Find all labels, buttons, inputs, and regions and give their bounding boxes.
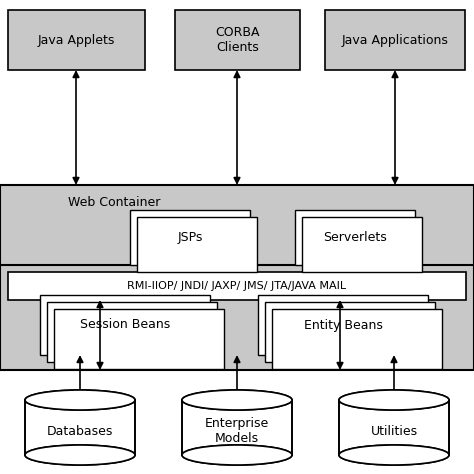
Text: Serverlets: Serverlets bbox=[323, 231, 387, 244]
Text: Utilities: Utilities bbox=[371, 425, 418, 438]
Bar bbox=[137, 217, 257, 272]
Bar bbox=[47, 302, 217, 362]
Ellipse shape bbox=[339, 445, 449, 465]
Bar bbox=[175, 10, 300, 70]
Ellipse shape bbox=[182, 390, 292, 410]
Text: Databases: Databases bbox=[47, 425, 113, 438]
Ellipse shape bbox=[339, 390, 449, 410]
Bar bbox=[272, 309, 442, 369]
Bar bbox=[182, 400, 292, 455]
Bar bbox=[130, 210, 250, 265]
Bar bbox=[339, 400, 449, 455]
Text: EJB Container: EJB Container bbox=[53, 275, 138, 289]
Ellipse shape bbox=[25, 445, 135, 465]
Bar bbox=[0, 265, 474, 370]
Text: Java Applets: Java Applets bbox=[38, 34, 115, 46]
Bar bbox=[258, 295, 428, 355]
Ellipse shape bbox=[25, 390, 135, 410]
Bar bbox=[302, 217, 422, 272]
Bar bbox=[182, 400, 292, 455]
Text: RMI-IIOP/ JNDI/ JAXP/ JMS/ JTA/JAVA MAIL: RMI-IIOP/ JNDI/ JAXP/ JMS/ JTA/JAVA MAIL bbox=[128, 281, 346, 291]
Text: Web Container: Web Container bbox=[68, 195, 160, 209]
Ellipse shape bbox=[339, 445, 449, 465]
Ellipse shape bbox=[182, 445, 292, 465]
Text: CORBA
Clients: CORBA Clients bbox=[215, 26, 260, 54]
Ellipse shape bbox=[25, 390, 135, 410]
Bar bbox=[8, 10, 145, 70]
Text: Enterprise
Models: Enterprise Models bbox=[205, 418, 269, 446]
Ellipse shape bbox=[25, 445, 135, 465]
Bar bbox=[25, 400, 135, 455]
Bar bbox=[0, 185, 474, 290]
Text: Java Applications: Java Applications bbox=[342, 34, 448, 46]
Bar bbox=[265, 302, 435, 362]
Text: Entity Beans: Entity Beans bbox=[303, 319, 383, 331]
Bar bbox=[54, 309, 224, 369]
Bar bbox=[339, 400, 448, 455]
Text: JSPs: JSPs bbox=[177, 231, 203, 244]
Bar bbox=[8, 272, 466, 300]
Bar bbox=[40, 295, 210, 355]
Bar bbox=[26, 400, 135, 455]
Bar bbox=[325, 10, 465, 70]
Text: Session Beans: Session Beans bbox=[80, 319, 170, 331]
Bar bbox=[295, 210, 415, 265]
Ellipse shape bbox=[182, 390, 292, 410]
Ellipse shape bbox=[182, 445, 292, 465]
Ellipse shape bbox=[339, 390, 449, 410]
